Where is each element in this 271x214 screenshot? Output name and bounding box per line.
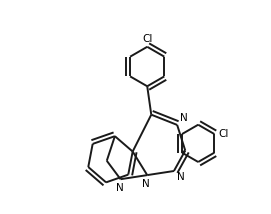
Text: Cl: Cl xyxy=(142,34,152,44)
Text: N: N xyxy=(177,172,185,182)
Text: Cl: Cl xyxy=(218,129,229,139)
Text: N: N xyxy=(180,113,188,123)
Text: N: N xyxy=(115,183,123,193)
Text: N: N xyxy=(142,179,149,189)
